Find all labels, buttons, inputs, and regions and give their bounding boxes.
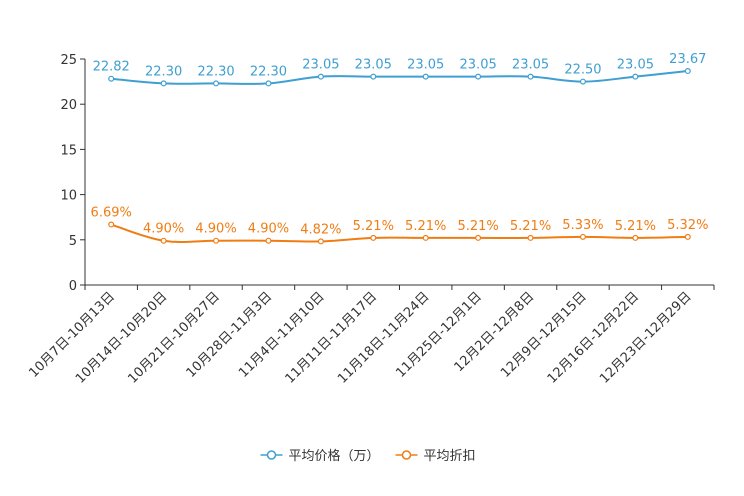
series-1: 22.82 22.30 22.30 22.30 23.05 23.05 23.05 23.05… — [93, 52, 706, 87]
data-label: 4.82% — [300, 222, 341, 237]
series-line — [110, 223, 688, 243]
legend-item-1[interactable]: 平均价格（万） — [260, 448, 380, 464]
data-point[interactable] — [527, 234, 534, 241]
y-tick-label: 5 — [69, 234, 77, 249]
x-tick-label: 11月18日-11月24日 — [335, 289, 432, 386]
y-tick-label: 15 — [60, 143, 77, 158]
y-tick-label: 25 — [60, 53, 77, 68]
data-point[interactable] — [527, 73, 534, 80]
data-point[interactable] — [370, 234, 377, 241]
y-tick-label: 20 — [60, 98, 77, 113]
data-label: 23.05 — [407, 58, 444, 73]
x-tick-label: 12月16日-12月22日 — [545, 289, 642, 386]
data-label: 22.82 — [93, 60, 130, 75]
x-tick-label: 10月14日-10月20日 — [73, 289, 170, 386]
data-label: 4.90% — [143, 222, 184, 237]
data-point[interactable] — [632, 234, 639, 241]
data-label: 22.30 — [197, 64, 234, 79]
data-point[interactable] — [684, 68, 691, 75]
data-label: 23.05 — [355, 58, 392, 73]
data-label: 6.69% — [91, 206, 132, 221]
data-label: 5.21% — [353, 219, 394, 234]
data-label: 22.30 — [250, 64, 287, 79]
data-point[interactable] — [632, 73, 639, 80]
legend-label: 平均价格（万） — [289, 448, 380, 464]
data-point[interactable] — [265, 80, 272, 87]
x-tick-label: 12月23日-12月29日 — [597, 289, 694, 386]
x-tick-label: 11月11日-11月17日 — [283, 289, 380, 386]
legend[interactable]: 平均价格（万） 平均折扣 — [260, 448, 476, 464]
data-label: 23.05 — [302, 58, 339, 73]
data-label: 23.05 — [617, 58, 654, 73]
data-point[interactable] — [108, 221, 115, 228]
legend-circle-icon — [401, 450, 412, 460]
data-label: 5.21% — [405, 219, 446, 234]
series-layer: 22.82 22.30 22.30 22.30 23.05 23.05 23.05 23.05… — [91, 52, 708, 245]
series-line — [111, 70, 688, 85]
data-label: 23.67 — [669, 52, 706, 67]
data-point[interactable] — [265, 237, 272, 244]
data-label: 23.05 — [512, 58, 549, 73]
data-point[interactable] — [160, 80, 167, 87]
data-point[interactable] — [422, 73, 429, 80]
data-point[interactable] — [422, 234, 429, 241]
legend-label: 平均折扣 — [424, 449, 476, 464]
data-point[interactable] — [579, 233, 586, 240]
data-point[interactable] — [579, 78, 586, 85]
data-point[interactable] — [370, 73, 377, 80]
data-label: 23.05 — [460, 58, 497, 73]
data-point[interactable] — [213, 237, 220, 244]
data-label: 5.21% — [457, 219, 498, 234]
data-point[interactable] — [684, 233, 691, 240]
data-label: 22.50 — [564, 63, 601, 78]
series-2: 6.69% 4.90% 4.90% 4.90% 4.82% 5.21% 5.21% 5.21%… — [91, 206, 708, 245]
x-tick-label: 10月7日-10月13日 — [26, 289, 118, 381]
data-point[interactable] — [317, 238, 324, 245]
data-label: 5.33% — [562, 218, 603, 233]
data-point[interactable] — [475, 73, 482, 80]
data-label: 4.90% — [195, 222, 236, 237]
data-label: 4.90% — [248, 222, 289, 237]
x-tick-label: 10月21日-10月27日 — [125, 289, 222, 386]
data-point[interactable] — [160, 237, 167, 244]
data-point[interactable] — [475, 234, 482, 241]
y-tick-label: 0 — [69, 279, 77, 294]
data-label: 22.30 — [145, 64, 182, 79]
data-label: 5.32% — [667, 218, 708, 233]
data-label: 5.21% — [615, 219, 656, 234]
data-point[interactable] — [317, 73, 324, 80]
legend-circle-icon — [266, 450, 277, 460]
data-point[interactable] — [213, 80, 220, 87]
data-point[interactable] — [108, 75, 115, 82]
data-label: 5.21% — [510, 219, 551, 234]
legend-item-2[interactable]: 平均折扣 — [395, 449, 476, 464]
y-tick-label: 10 — [60, 189, 77, 204]
